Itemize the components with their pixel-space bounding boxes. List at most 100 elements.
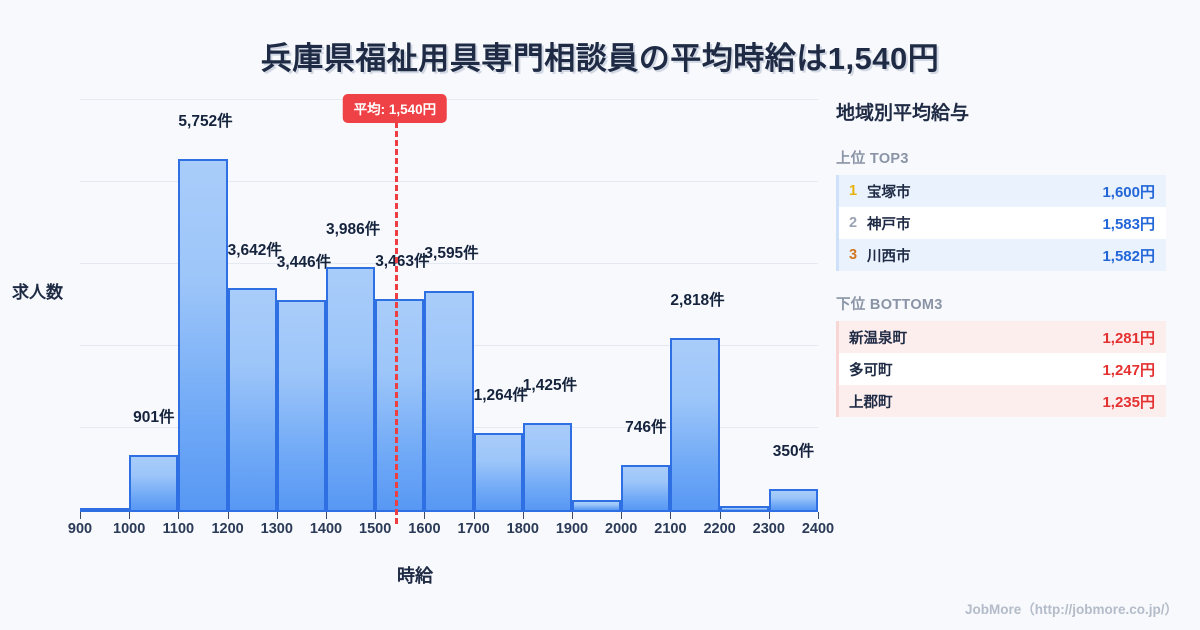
bar-series: 901件 5,752件 3,642件 3,446件 3,986件 3,463件 3,595件… [80,100,818,510]
x-axis-title: 時給 [397,566,433,586]
bar-value-label: 746件 [625,418,667,436]
x-tick-label: 1200 [211,521,244,537]
bar [768,488,818,510]
bar-value-label: 1,264件 [473,386,528,404]
bar-value-label: 3,463件 [375,252,430,270]
area-name: 多可町 [849,362,893,379]
x-tick [473,512,475,519]
area-amount: 1,600円 [1102,183,1155,201]
area-name: 川西市 [867,248,911,265]
bar [719,506,769,510]
x-tick [522,512,524,519]
x-tick [276,512,278,519]
area-amount: 1,281円 [1102,329,1155,347]
sidebar-title: 地域別平均給与 [836,103,970,124]
x-tick [375,512,377,519]
x-tick [227,512,229,519]
x-tick-label: 1600 [408,521,441,537]
x-axis-ticks: 900 1000 1100 1200 1300 1400 1500 1600 1700 1800 1… [68,512,834,552]
area-amount: 1,247円 [1102,361,1155,379]
bar-value-label: 3,595件 [424,244,479,262]
gridline [80,263,818,264]
x-tick-label: 2300 [752,521,785,537]
x-tick [818,512,819,519]
bar-value-label: 3,446件 [276,253,332,271]
region-salary-sidebar: 地域別平均給与 上位 TOP3 1 宝塚市 1,600円 2 神戸市 1,583円 3 川西市… [836,98,1166,439]
table-row[interactable]: 3 川西市 1,582円 [839,239,1166,271]
y-axis-title: 求人数 [12,283,63,302]
bar [129,455,179,510]
page-title: 兵庫県福祉用具専門相談員の平均時給は1,540円 [260,41,940,76]
bottom3-table: 新温泉町 1,281円多可町 1,247円上郡町 1,235円 [836,321,1166,417]
x-tick-label: 2400 [801,521,835,537]
rank-number: 2 [849,215,858,231]
bar-value-label: 5,752件 [178,113,233,131]
bar-value-label: 3,642件 [227,241,282,259]
x-tick-label: 1800 [506,521,539,537]
x-tick-label: 1900 [555,521,589,537]
table-row[interactable]: 2 神戸市 1,583円 [839,207,1166,239]
x-tick-label: 1100 [162,521,195,537]
top3-table: 1 宝塚市 1,600円 2 神戸市 1,583円 3 川西市 1,582円 [836,175,1166,271]
x-tick [621,512,623,519]
bar [473,432,523,510]
x-tick [719,512,721,519]
x-tick-label: 1500 [359,521,392,537]
bar-value-label: 901件 [133,409,175,427]
x-tick-label: 1400 [309,521,343,537]
top3-heading: 上位 TOP3 [836,151,909,167]
average-line [394,122,398,524]
x-tick [326,512,327,519]
x-tick-label: 1000 [113,521,146,537]
bar [178,159,228,510]
x-tick-label: 1700 [457,521,490,537]
average-badge: 平均: 1,540円 [342,94,448,123]
table-row[interactable]: 新温泉町 1,281円 [839,321,1166,353]
area-name: 上郡町 [849,394,893,411]
area-amount: 1,582円 [1102,247,1155,265]
x-tick [572,512,573,519]
bar [670,338,720,510]
rank-number: 3 [849,247,858,263]
area-name: 宝塚市 [867,184,911,201]
x-tick [424,512,426,519]
x-tick [129,512,131,519]
bar-value-label: 3,986件 [326,220,381,238]
gridline [80,99,818,100]
bar-value-label: 350件 [772,442,815,460]
rank-number: 1 [849,183,858,199]
bar [375,298,425,510]
table-row[interactable]: 上郡町 1,235円 [839,385,1166,417]
bar [80,508,130,510]
table-row[interactable]: 多可町 1,247円 [839,353,1166,385]
x-tick [80,512,81,519]
x-tick-label: 1300 [260,521,293,537]
bar [621,464,671,510]
bar [572,499,622,510]
x-tick [178,512,180,519]
x-tick [768,512,770,519]
bar [326,266,376,510]
plot-area: 901件 5,752件 3,642件 3,446件 3,986件 3,463件 3,595件… [80,94,818,524]
footer-credit: JobMore（http://jobmore.co.jp/） [965,602,1178,617]
bar [276,299,326,510]
area-name: 神戸市 [867,216,911,233]
histogram-chart: 求人数 901件 5,752件 3,642件 3,446件 3,986件 3,463件 3,… [0,90,834,610]
x-tick-label: 900 [67,521,93,537]
bar-value-label: 2,818件 [670,292,725,310]
bottom3-heading: 下位 BOTTOM3 [836,297,943,313]
area-name: 新温泉町 [849,330,907,347]
x-axis-line [80,510,818,512]
area-amount: 1,583円 [1102,215,1155,233]
x-tick-label: 2000 [605,521,638,537]
bar [424,290,474,510]
gridline [80,181,818,182]
area-amount: 1,235円 [1102,393,1155,411]
bar [227,287,277,510]
x-tick-label: 2100 [654,521,687,537]
x-tick [670,512,672,519]
x-tick-label: 2200 [703,521,736,537]
table-row[interactable]: 1 宝塚市 1,600円 [839,175,1166,207]
bar-value-label: 1,425件 [522,377,578,395]
bar [522,423,572,510]
